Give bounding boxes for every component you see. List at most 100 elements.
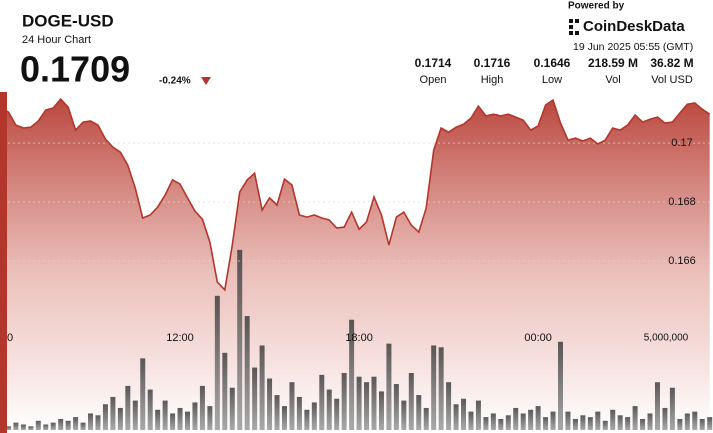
volume-bar xyxy=(125,385,131,430)
volume-bar xyxy=(423,407,429,430)
volume-bar xyxy=(416,395,422,430)
volume-bar xyxy=(475,400,481,430)
volume-bar xyxy=(699,418,705,430)
volume-bar xyxy=(80,422,86,430)
volume-bar xyxy=(274,395,280,430)
volume-bar xyxy=(528,409,534,430)
volume-bar xyxy=(259,345,265,430)
y2-tick-label: 5,000,000 xyxy=(644,333,689,344)
y-tick-label: 0.168 xyxy=(668,196,696,208)
symbol: DOGE-USD xyxy=(22,11,114,30)
brand-logo xyxy=(569,19,579,35)
volume-bar xyxy=(132,400,138,430)
volume-bar xyxy=(289,382,295,430)
down-arrow xyxy=(201,77,211,85)
volume-bar xyxy=(572,418,578,430)
volume-bar xyxy=(647,413,653,430)
volume-bar xyxy=(267,378,273,430)
volume-bar xyxy=(13,422,19,430)
volume-bar xyxy=(349,319,355,430)
volume-bar xyxy=(558,341,563,430)
powered-by: Powered by xyxy=(568,1,625,12)
volume-bar xyxy=(50,422,56,430)
price-line xyxy=(0,97,711,292)
volume-bar xyxy=(408,373,414,430)
stat-value: 218.59 M xyxy=(588,56,638,70)
volume-bar xyxy=(244,316,250,430)
volume-bar xyxy=(565,411,571,430)
price: 0.1709 xyxy=(20,49,130,90)
stat-label: Vol xyxy=(605,74,620,86)
volume-bar xyxy=(446,382,452,430)
volume-bar xyxy=(5,426,11,430)
volume-bar xyxy=(281,406,287,430)
volume-bar xyxy=(580,415,586,430)
volume-bar xyxy=(28,426,34,430)
volume-bar xyxy=(304,409,310,430)
volume-bar xyxy=(490,413,496,430)
volume-bar xyxy=(147,389,153,430)
volume-bar xyxy=(222,352,228,430)
volume-bar xyxy=(625,417,631,430)
volume-bar xyxy=(662,407,668,430)
volume-bar xyxy=(177,407,183,430)
price-area xyxy=(1,99,710,430)
stat-label: High xyxy=(481,74,504,86)
volume-bar xyxy=(602,420,608,430)
volume-bar xyxy=(468,411,474,430)
volume-bar xyxy=(483,417,489,430)
volume-bar xyxy=(341,373,347,430)
x-tick-label: 12:00 xyxy=(166,332,194,344)
timestamp: 19 Jun 2025 05:55 (GMT) xyxy=(573,41,693,53)
volume-bar xyxy=(595,411,601,430)
x-tick-label: 18:00 xyxy=(345,332,373,344)
volume-bar xyxy=(640,418,646,430)
volume-bar xyxy=(513,407,519,430)
volume-bar xyxy=(110,396,116,430)
volume-bar xyxy=(520,413,526,430)
volume-bar xyxy=(505,415,511,430)
y-tick-label: 0.166 xyxy=(668,255,696,267)
volume-bar xyxy=(334,398,340,430)
left-accent xyxy=(0,92,7,433)
volume-bar xyxy=(453,404,459,430)
volume-bar xyxy=(319,374,325,430)
stat-label: Open xyxy=(420,74,447,86)
volume-bar xyxy=(296,396,302,430)
stat-value: 0.1646 xyxy=(534,56,571,70)
x-tick-label: 0 xyxy=(7,332,13,344)
stat-label: Low xyxy=(542,74,562,86)
stat-value: 36.82 M xyxy=(650,56,693,70)
volume-bar xyxy=(192,402,198,430)
volume-bar xyxy=(185,411,190,430)
volume-bar xyxy=(364,382,370,430)
volume-bar xyxy=(677,418,683,430)
volume-bar xyxy=(35,420,41,430)
change: -0.24% xyxy=(159,76,191,87)
volume-bar xyxy=(229,387,235,430)
volume-bar xyxy=(461,398,467,430)
volume-bar xyxy=(498,418,504,430)
volume-bar xyxy=(632,406,638,430)
stat-value: 0.1714 xyxy=(415,56,452,70)
volume-bar xyxy=(252,367,258,430)
stats: 0.1714 Open 0.1716 High 0.1646 Low 218.59 M Vol… xyxy=(415,56,694,86)
volume-bar xyxy=(587,417,593,430)
volume-bar xyxy=(543,417,549,430)
volume-bar xyxy=(237,249,243,430)
volume-bar xyxy=(438,347,444,430)
volume-bar xyxy=(669,387,675,430)
volume-bar xyxy=(207,406,213,430)
volume-bar xyxy=(73,417,79,430)
volume-bar xyxy=(162,400,168,430)
volume-bar xyxy=(326,389,332,430)
volume-bar xyxy=(692,411,698,430)
volume-bar xyxy=(550,411,556,430)
volume-bar xyxy=(707,417,713,430)
volume-bar xyxy=(535,406,541,430)
volume-bar xyxy=(684,413,690,430)
plot: 0.166 0.168 0.17 5,000,000 0 12:00 18:00 00:00 xyxy=(0,97,713,430)
brand: CoinDeskData xyxy=(583,18,685,35)
